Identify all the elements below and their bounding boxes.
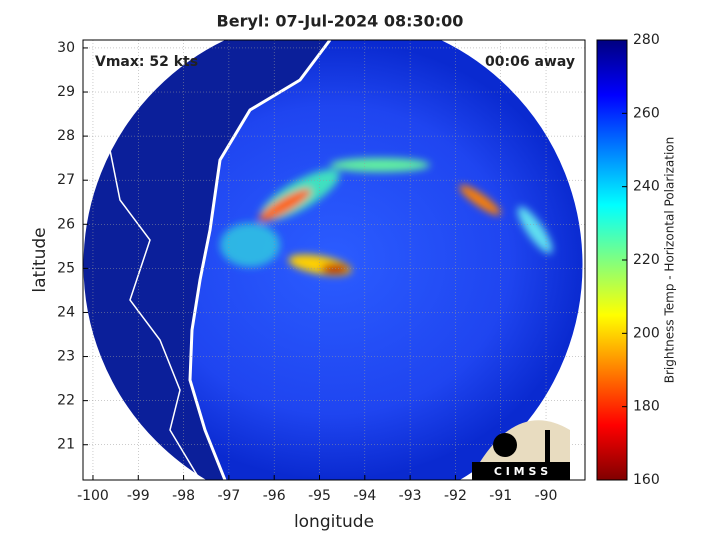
x-tick-label: -91 xyxy=(489,488,512,504)
y-tick-label: 30 xyxy=(57,40,75,56)
y-axis-label: latitude xyxy=(30,227,50,292)
x-tick-label: -92 xyxy=(444,488,467,504)
x-tick-label: -98 xyxy=(172,488,195,504)
x-tick-label: -93 xyxy=(399,488,422,504)
logo: C I M S S xyxy=(472,420,570,480)
y-tick-label: 21 xyxy=(57,437,75,453)
plot-frame xyxy=(82,39,586,481)
annotation: 00:06 away xyxy=(485,54,575,70)
map xyxy=(83,40,585,480)
colorbar-tick-label: 200 xyxy=(633,325,660,341)
x-axis-label: longitude xyxy=(294,512,374,532)
x-tick-label: -90 xyxy=(535,488,558,504)
grid xyxy=(83,40,585,480)
x-tick-label: -96 xyxy=(263,488,286,504)
x-tick-label: -100 xyxy=(77,488,109,504)
x-tick-label: -94 xyxy=(353,488,376,504)
annotation: Vmax: 52 kts xyxy=(95,54,198,70)
logo-text: C I M S S xyxy=(494,465,548,478)
colorbar-tick-label: 280 xyxy=(633,32,660,48)
y-tick-label: 24 xyxy=(57,304,75,320)
y-tick-label: 28 xyxy=(57,128,75,144)
y-tick-label: 26 xyxy=(57,216,75,232)
colorbar-tick-label: 260 xyxy=(633,105,660,121)
x-tick-label: -95 xyxy=(308,488,331,504)
y-tick-label: 27 xyxy=(57,172,75,188)
y-tick-label: 23 xyxy=(57,349,75,365)
colorbar-tick-label: 180 xyxy=(633,399,660,415)
colorbar-tick-label: 240 xyxy=(633,179,660,195)
chart-title: Beryl: 07-Jul-2024 08:30:00 xyxy=(217,12,464,31)
colorbar-tick-label: 220 xyxy=(633,252,660,268)
y-tick-label: 29 xyxy=(57,84,75,100)
y-tick-label: 25 xyxy=(57,260,75,276)
x-tick-label: -99 xyxy=(127,488,150,504)
colorbar-label: Brightness Temp - Horizontal Polarizatio… xyxy=(663,137,677,384)
y-tick-label: 22 xyxy=(57,393,75,409)
x-tick-label: -97 xyxy=(217,488,240,504)
colorbar-tick-label: 160 xyxy=(633,472,660,488)
